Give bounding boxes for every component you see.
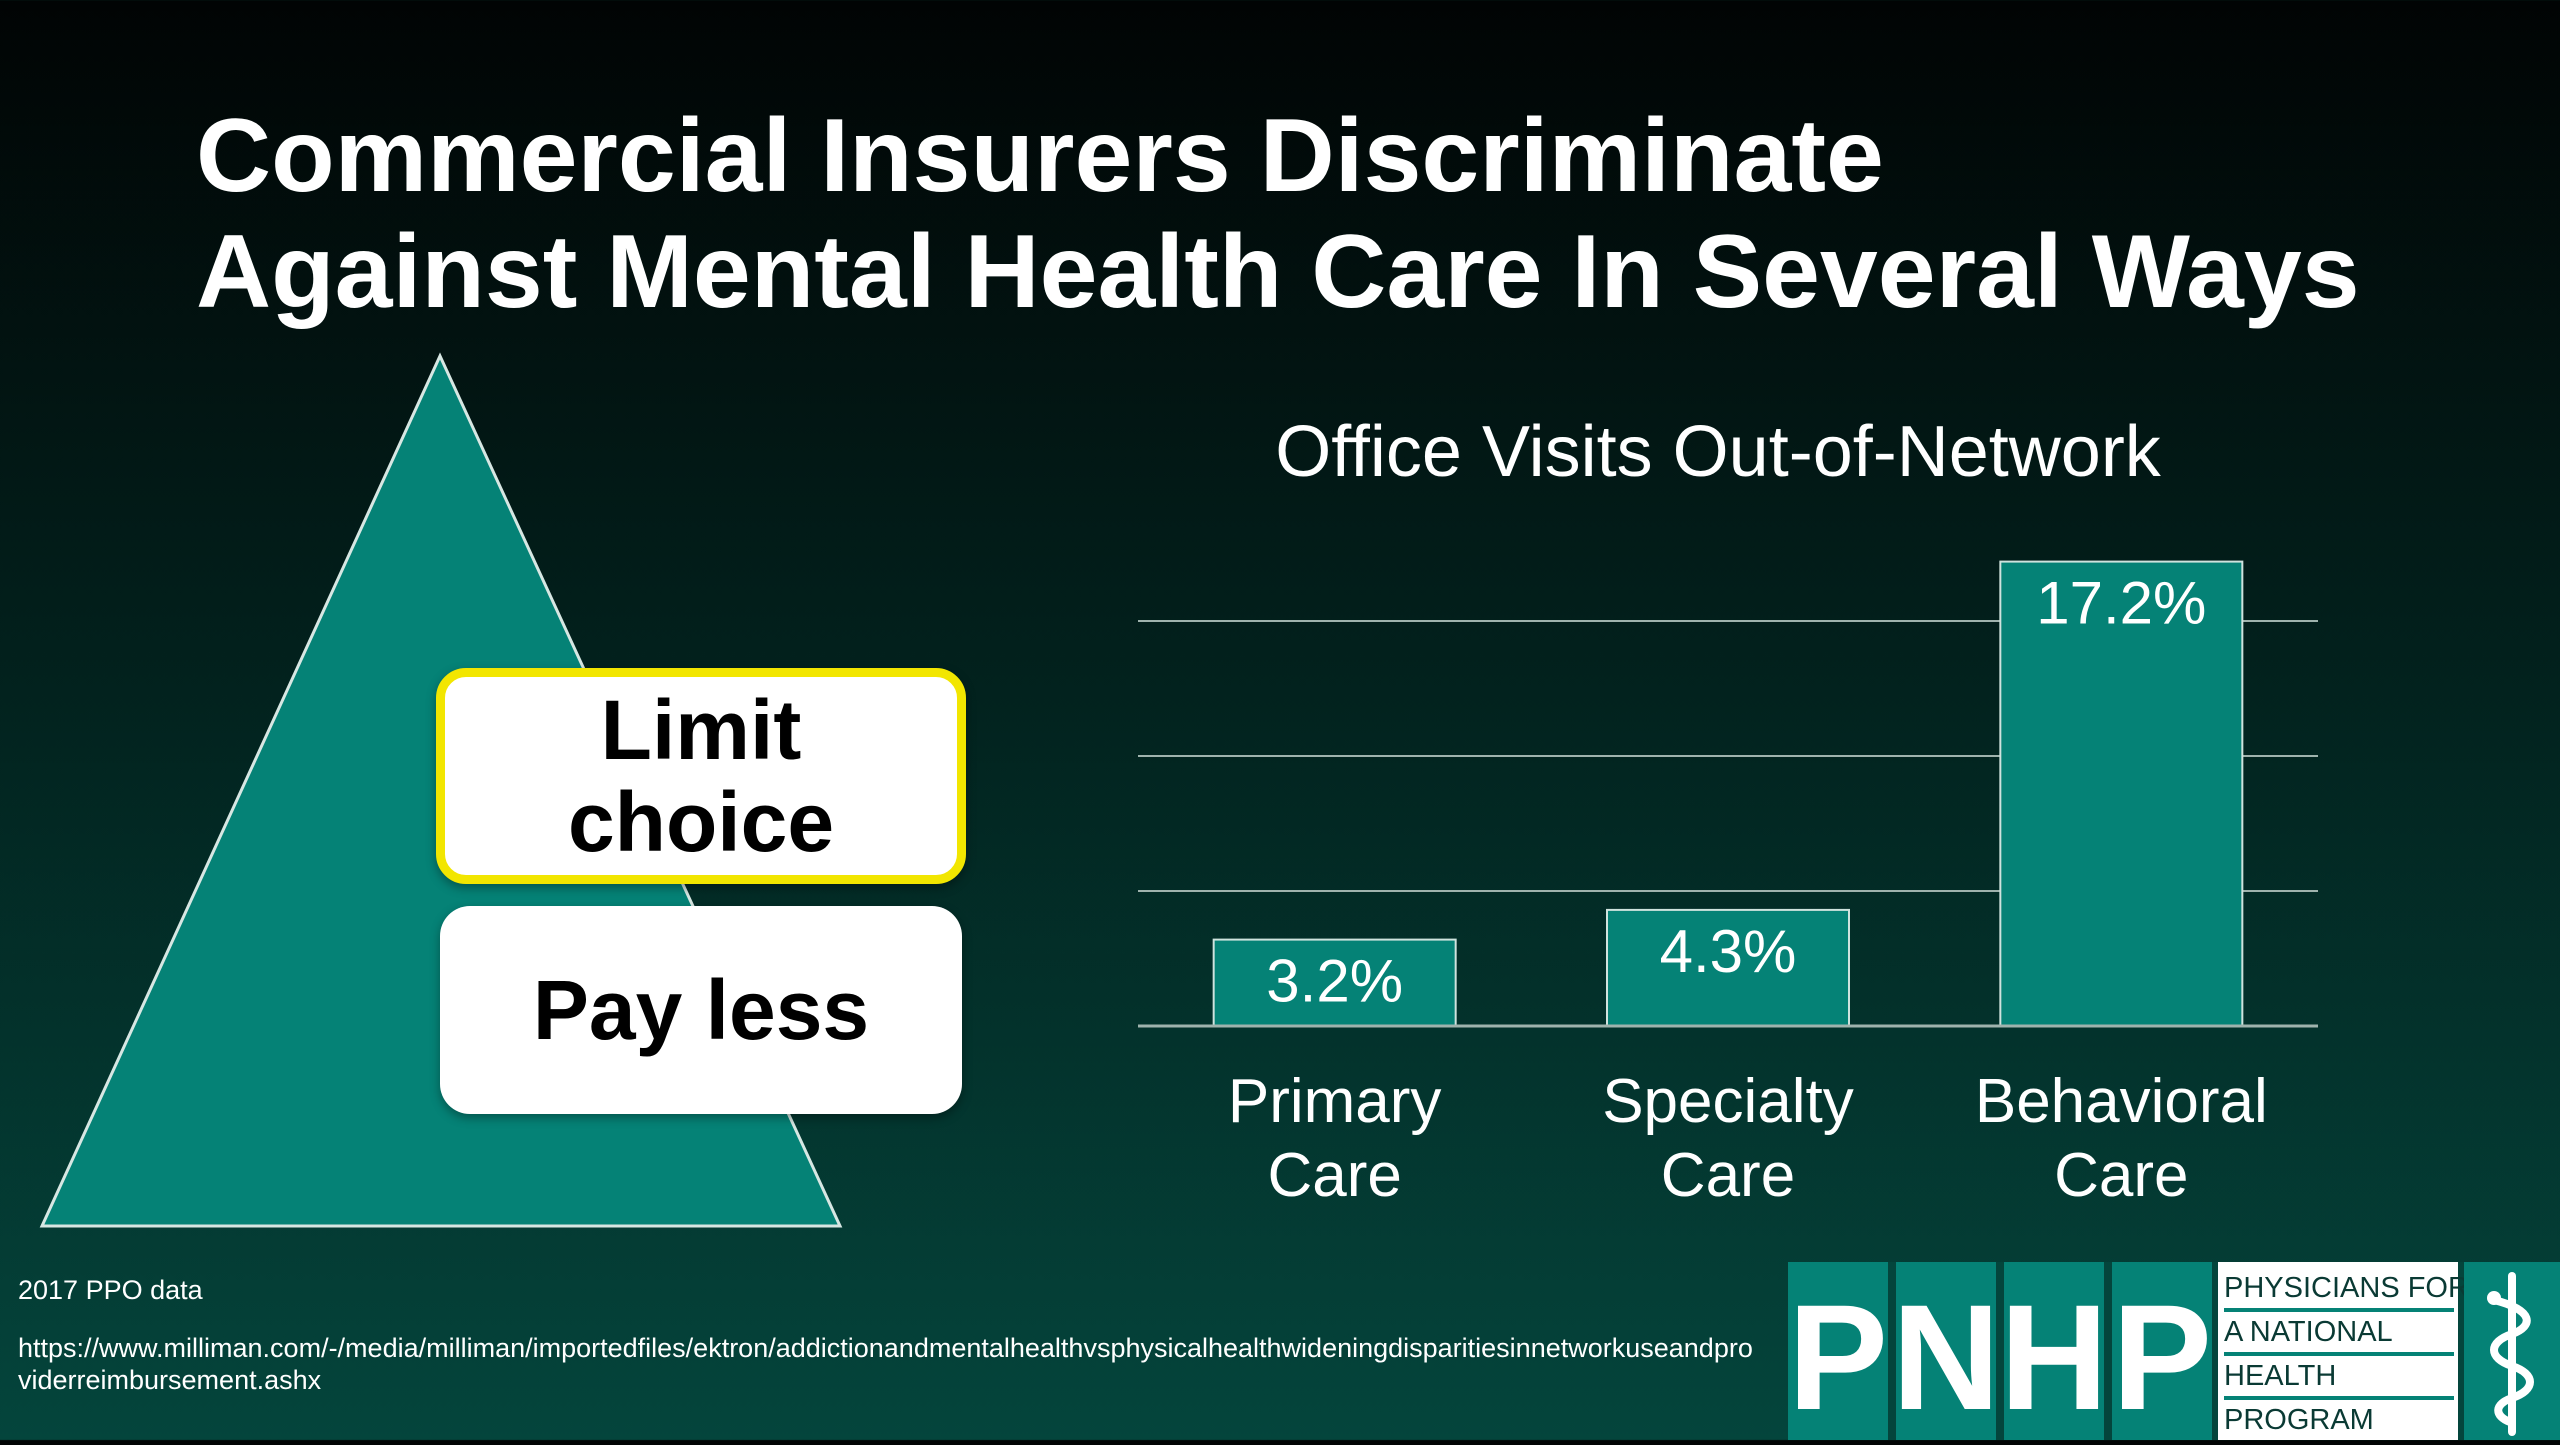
slide-title: Commercial Insurers Discriminate Against…	[196, 98, 2496, 330]
pay-less-label: Pay less	[532, 963, 870, 1057]
pay-less-box: Pay less	[440, 906, 962, 1114]
logo-text-line-2: A NATIONAL	[2224, 1312, 2454, 1356]
slide-title-line-1: Commercial Insurers Discriminate	[196, 98, 1884, 214]
logo-letter-n: N	[1892, 1262, 2000, 1440]
logo-text-line-1: PHYSICIANS FOR	[2224, 1268, 2469, 1312]
logo-text-line-3: HEALTH	[2224, 1356, 2454, 1400]
bar-1	[1212, 938, 1457, 1027]
bar-3	[1999, 560, 2244, 1027]
logo-letter-h: H	[2000, 1262, 2108, 1440]
chart-title: Office Visits Out-of-Network	[1275, 412, 2162, 492]
category-label-3-line-2: Care	[2054, 1141, 2188, 1210]
logo-letter-p1: P	[1788, 1262, 1888, 1440]
category-label-1-line-1: Primary	[1228, 1067, 1442, 1136]
bar-2	[1606, 908, 1850, 1028]
caduceus-icon	[2464, 1262, 2560, 1440]
pnhp-logo: P N H P PHYSICIANS FOR A NATIONAL HEALTH…	[1788, 1262, 2560, 1440]
category-label-2-line-1: Specialty	[1602, 1067, 1854, 1136]
footnote-source-url: https://www.milliman.com/-/media/millima…	[18, 1333, 1753, 1395]
limit-choice-box: Limit choice	[436, 668, 966, 884]
limit-choice-line-2: choice	[567, 775, 835, 869]
limit-choice-line-1: Limit	[600, 683, 802, 777]
logo-text-line-4: PROGRAM	[2224, 1404, 2374, 1436]
bar-value-label-3: 17.2%	[2036, 570, 2206, 637]
logo-letter-p2: P	[2112, 1262, 2212, 1440]
bar-chart: Office Visits Out-of-Network3.2%PrimaryC…	[1138, 412, 2318, 1210]
category-label-2-line-2: Care	[1661, 1141, 1795, 1210]
bar-value-label-1: 3.2%	[1266, 948, 1403, 1015]
slide-title-line-2: Against Mental Health Care In Several Wa…	[196, 214, 2360, 330]
footnote-data-year: 2017 PPO data	[18, 1275, 203, 1305]
category-label-1-line-2: Care	[1267, 1141, 1401, 1210]
category-label-3-line-1: Behavioral	[1975, 1067, 2268, 1136]
logo-organization-name: PHYSICIANS FOR A NATIONAL HEALTH PROGRAM	[2218, 1262, 2469, 1440]
bar-value-label-2: 4.3%	[1660, 918, 1797, 985]
